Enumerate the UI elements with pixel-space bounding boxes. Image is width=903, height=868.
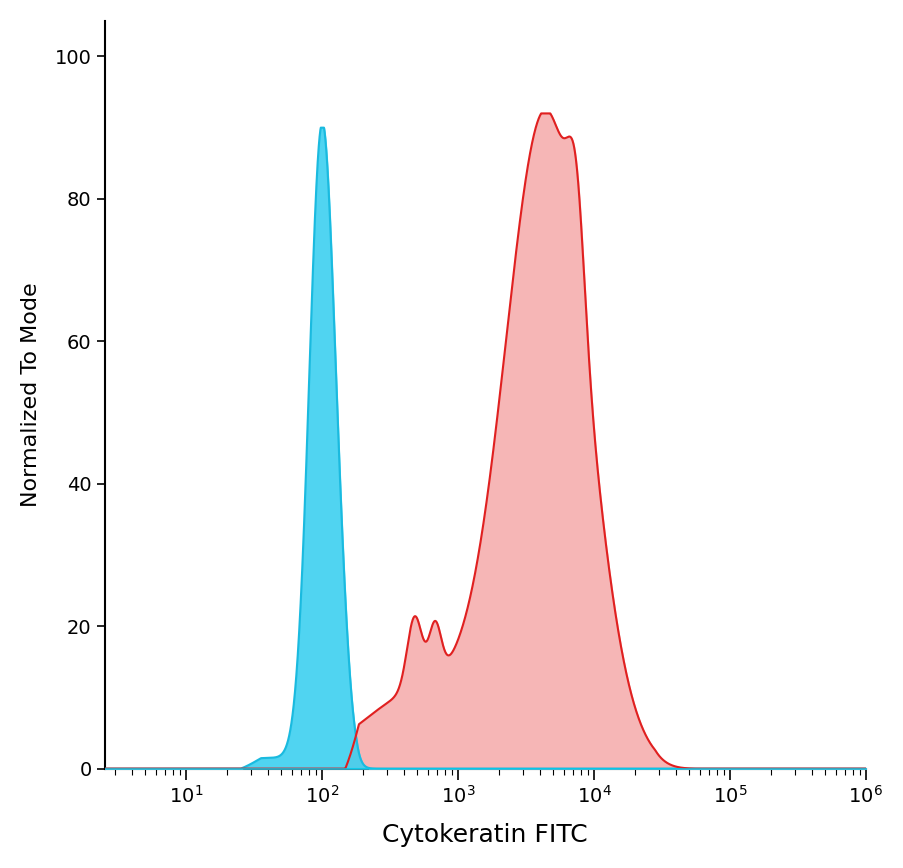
X-axis label: Cytokeratin FITC: Cytokeratin FITC [382,823,588,847]
Y-axis label: Normalized To Mode: Normalized To Mode [21,282,41,507]
